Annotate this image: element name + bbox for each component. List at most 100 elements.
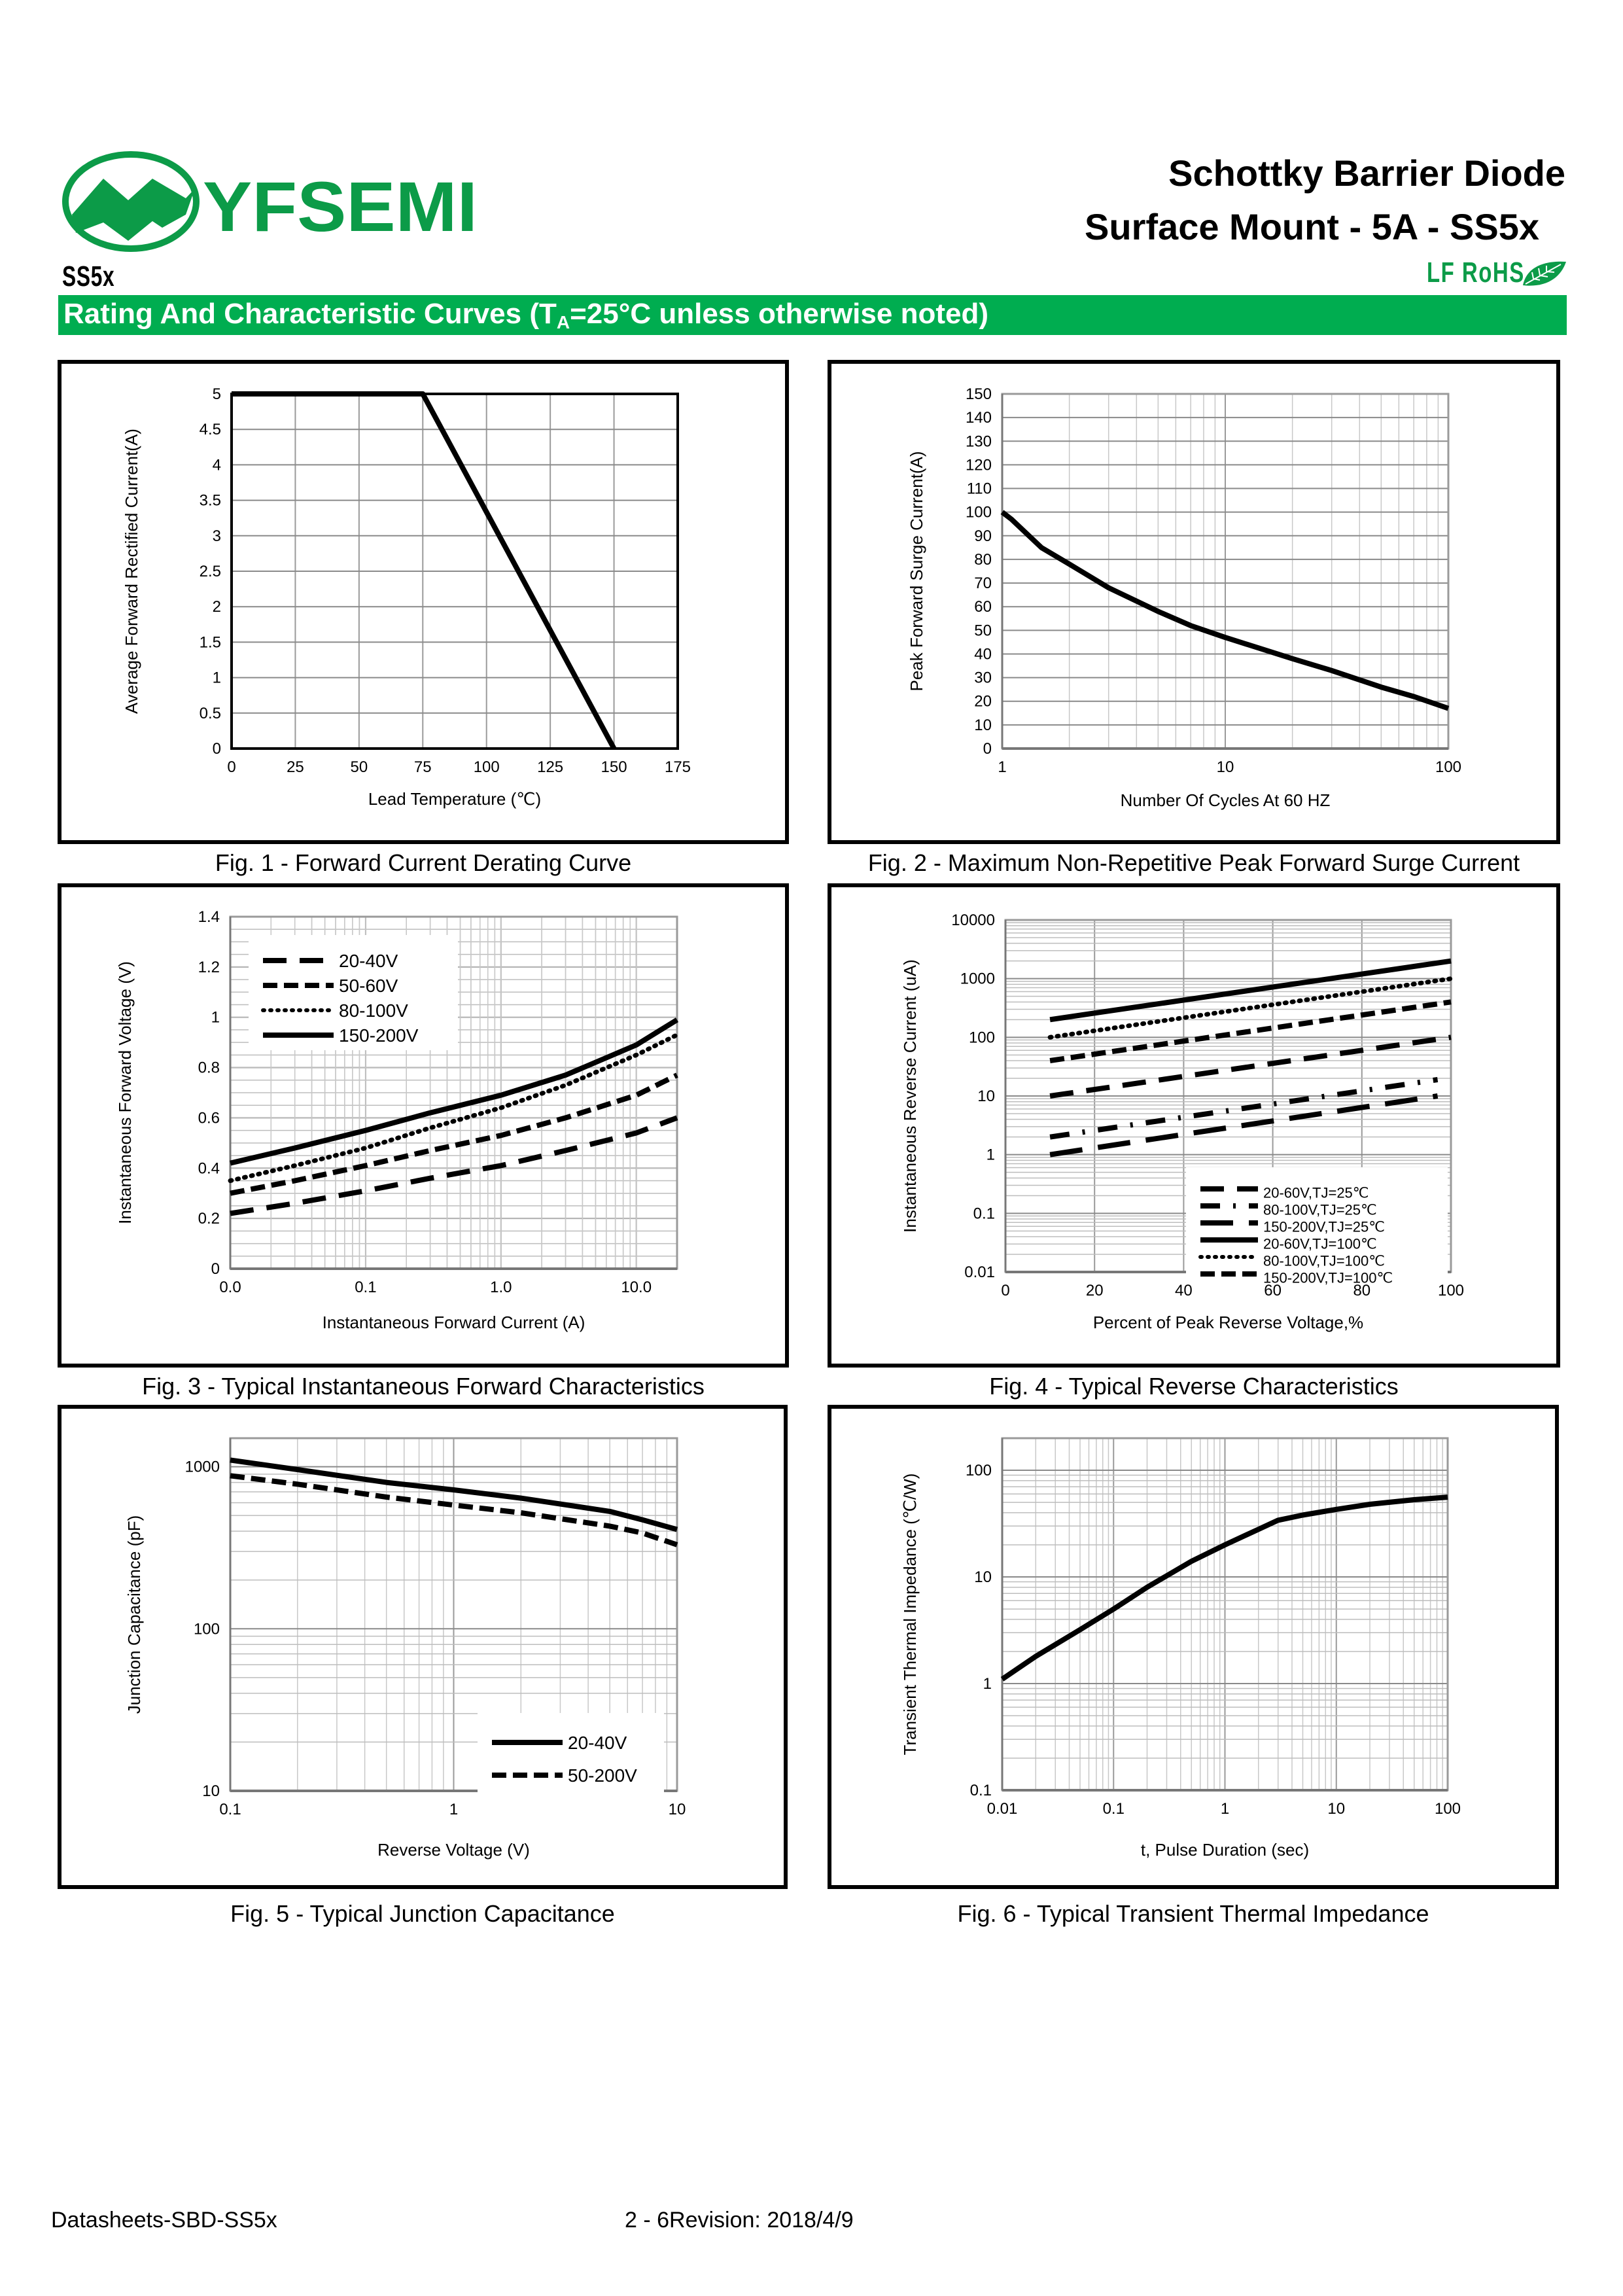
- fig4-legend-label: 80-100V,TJ=25℃: [1263, 1202, 1377, 1218]
- fig5-series-0-line: [230, 1457, 678, 1532]
- logo-brand-text: YFSEMI: [203, 167, 478, 246]
- fig5-y-tick-label: 100: [194, 1620, 220, 1638]
- fig3-caption: Fig. 3 - Typical Instantaneous Forward C…: [142, 1373, 705, 1400]
- logo-wave-icon: [72, 179, 195, 241]
- fig3-series-3-line: [230, 1017, 679, 1166]
- fig3-x-axis-label: Instantaneous Forward Current (A): [323, 1313, 585, 1332]
- fig3-y-tick-label: 1.4: [198, 908, 220, 926]
- fig2-y-tick-label: 140: [966, 409, 992, 427]
- fig1-x-tick-label: 150: [601, 758, 627, 776]
- fig1-x-axis-label: Lead Temperature (℃): [368, 789, 541, 809]
- section-title: Rating And Characteristic Curves (TA=25°…: [63, 298, 988, 333]
- fig3-y-tick-label: 0.6: [198, 1109, 220, 1127]
- fig3-series-1-line: [230, 1072, 678, 1196]
- fig2-series-0-line: [1000, 510, 1450, 711]
- footer-doc-id: Datasheets-SBD-SS5x: [51, 2208, 277, 2233]
- section-title-suffix: =25°C unless otherwise noted): [570, 298, 988, 330]
- fig2-y-tick-label: 120: [966, 456, 992, 474]
- fig1-y-tick-label: 5: [213, 385, 221, 403]
- fig1-x-tick-label: 125: [537, 758, 563, 776]
- fig4-y-tick-label: 1000: [960, 970, 995, 988]
- fig4-y-tick-label: 100: [969, 1029, 995, 1046]
- fig2-y-axis-label: Peak Forward Surge Current(A): [907, 451, 926, 691]
- fig2-caption: Fig. 2 - Maximum Non-Repetitive Peak For…: [867, 849, 1520, 876]
- fig3-y-tick-label: 0.8: [198, 1059, 220, 1077]
- fig6-y-tick-label: 100: [966, 1462, 992, 1479]
- fig4-caption: Fig. 4 - Typical Reverse Characteristics: [989, 1373, 1399, 1400]
- fig5-legend-label: 20-40V: [568, 1733, 627, 1753]
- fig6-x-tick-label: 10: [1327, 1800, 1345, 1818]
- fig1-chart: 0 25 50 75 100 125 150 175 0 0.5 1 1.5 2 2.5 3 3.5 4 4.5 5…: [122, 385, 691, 809]
- fig3-legend-label: 20-40V: [339, 951, 398, 971]
- fig3-series-0-line: [230, 1115, 678, 1216]
- yfsemi-logo: YFSEMI: [62, 151, 478, 252]
- fig2-y-tick-label: 80: [974, 551, 992, 569]
- fig1-y-tick-label: 2: [213, 598, 221, 616]
- fig4-y-tick-label: 10000: [951, 911, 995, 929]
- fig1-x-tick-label: 75: [414, 758, 432, 776]
- fig5-x-axis-label: Reverse Voltage (V): [377, 1840, 530, 1860]
- fig6-y-tick-label: 1: [983, 1675, 992, 1693]
- fig4-y-axis-label: Instantaneous Reverse Current (uA): [900, 959, 920, 1233]
- fig3-x-tick-label: 10.0: [621, 1279, 652, 1296]
- fig1-y-tick-label: 0.5: [200, 705, 221, 722]
- fig3-chart: 0.0 0.1 1.0 10.0 0 0.2 0.4 0.6 0.8 1 1.2 1.4 Instant…: [115, 908, 680, 1332]
- fig4-y-tick-label: 0.01: [964, 1263, 995, 1281]
- leaf-icon: [1523, 261, 1566, 286]
- fig5-x-tick-label: 0.1: [219, 1801, 241, 1818]
- fig2-y-tick-label: 30: [974, 669, 992, 687]
- fig1-y-tick-label: 1.5: [200, 633, 221, 651]
- fig2-y-tick-label: 100: [966, 504, 992, 521]
- compliance-badge: LF RoHS: [1427, 256, 1525, 289]
- fig1-y-tick-label: 0: [213, 740, 221, 758]
- fig2-y-tick-label: 70: [974, 574, 992, 592]
- fig4-series-2-line: [1049, 1093, 1439, 1157]
- fig1-y-tick-label: 3: [213, 527, 221, 545]
- fig2-y-tick-label: 90: [974, 527, 992, 545]
- fig4-series-0-line: [1049, 1034, 1452, 1099]
- fig3-legend-label: 150-200V: [339, 1025, 419, 1046]
- fig4-series-1-line: [1049, 1077, 1439, 1140]
- fig4-y-tick-label: 0.1: [973, 1205, 995, 1222]
- fig4-chart: 0 20 40 60 80 100 0.01 0.1 1 10 100 1000 10000 Percen…: [900, 911, 1464, 1332]
- fig5-legend-label: 50-200V: [568, 1765, 637, 1786]
- fig5-x-tick-label: 10: [669, 1801, 686, 1818]
- fig6-x-tick-label: 0.01: [987, 1800, 1018, 1818]
- fig1-x-tick-label: 50: [351, 758, 368, 776]
- fig3-series-2-line: [228, 1033, 680, 1183]
- fig3-y-tick-label: 0.2: [198, 1210, 220, 1227]
- fig2-chart: 1 10 1000102030405060708090100110120130140…: [907, 385, 1461, 810]
- fig2-x-tick-label: 10: [1217, 758, 1234, 776]
- fig3-y-tick-label: 0.4: [198, 1159, 220, 1177]
- fig2-y-tick-label: 130: [966, 433, 992, 450]
- fig4-x-axis-label: Percent of Peak Reverse Voltage,%: [1093, 1313, 1363, 1332]
- fig4-legend-label: 20-60V,TJ=100℃: [1263, 1236, 1377, 1252]
- fig2-y-tick-label: 20: [974, 693, 992, 711]
- fig2-x-tick-label: 100: [1435, 758, 1461, 776]
- fig1-x-tick-label: 100: [474, 758, 500, 776]
- fig4-y-tick-label: 1: [986, 1146, 995, 1164]
- fig1-x-tick-label: 0: [227, 758, 236, 776]
- fig5-caption: Fig. 5 - Typical Junction Capacitance: [230, 1900, 615, 1927]
- fig6-x-tick-label: 0.1: [1103, 1800, 1125, 1818]
- fig6-series-0-line: [1000, 1494, 1448, 1682]
- fig5-series-1-line: [230, 1473, 678, 1547]
- fig3-x-tick-label: 0.0: [219, 1279, 241, 1296]
- fig4-y-tick-label: 10: [977, 1087, 995, 1105]
- fig3-y-tick-label: 1.2: [198, 959, 220, 976]
- fig1-series-0-line: [232, 391, 617, 750]
- fig3-y-tick-label: 0: [211, 1260, 220, 1278]
- fig1-caption: Fig. 1 - Forward Current Derating Curve: [215, 849, 632, 876]
- fig4-legend-label: 150-200V,TJ=100℃: [1263, 1270, 1393, 1286]
- fig4-series-3-line: [1049, 958, 1452, 1023]
- product-title: Schottky Barrier Diode: [1168, 152, 1565, 194]
- fig6-x-tick-label: 100: [1435, 1800, 1461, 1818]
- fig2-y-tick-label: 60: [974, 598, 992, 616]
- product-subtitle: Surface Mount - 5A - SS5x: [1085, 206, 1539, 247]
- fig1-y-tick-label: 4: [213, 456, 221, 474]
- footer-revision: 2 - 6Revision: 2018/4/9: [625, 2208, 854, 2233]
- fig4-legend-label: 80-100V,TJ=100℃: [1263, 1253, 1385, 1269]
- fig6-y-axis-label: Transient Thermal Impedance (℃/W): [900, 1474, 920, 1756]
- section-bar: [58, 295, 1567, 335]
